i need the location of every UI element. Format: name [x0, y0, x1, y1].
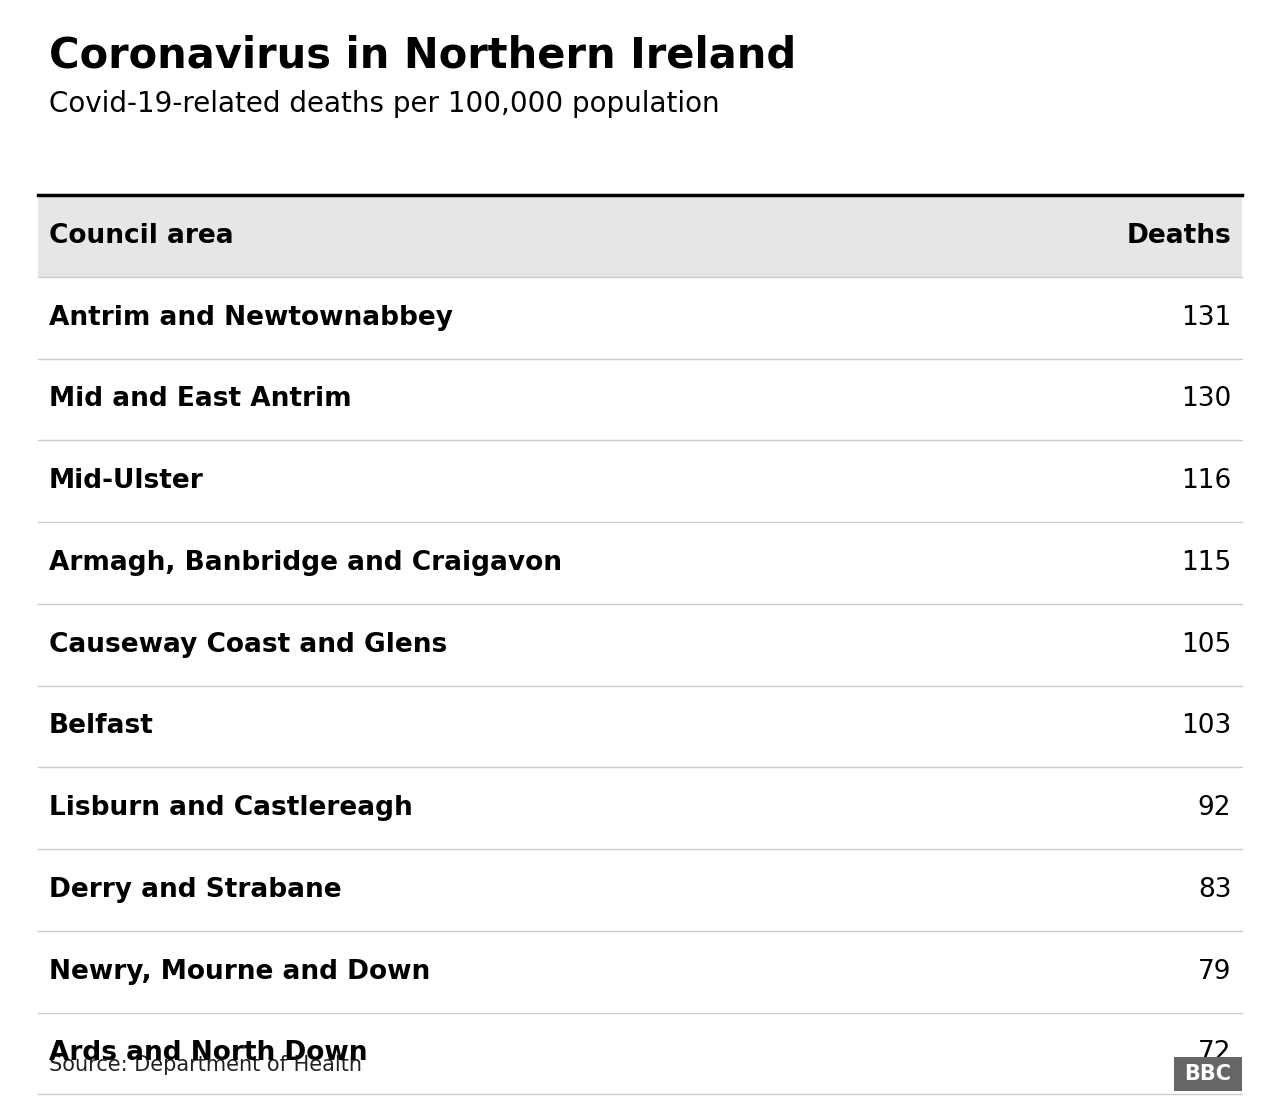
Text: Newry, Mourne and Down: Newry, Mourne and Down — [49, 959, 430, 984]
Bar — [1174, 1057, 1242, 1091]
Text: Antrim and Newtownabbey: Antrim and Newtownabbey — [49, 305, 453, 330]
Text: 105: 105 — [1181, 632, 1231, 657]
Text: Mid-Ulster: Mid-Ulster — [49, 468, 204, 494]
Text: 116: 116 — [1181, 468, 1231, 494]
Text: 83: 83 — [1198, 877, 1231, 903]
Text: 130: 130 — [1181, 386, 1231, 412]
Text: Covid-19-related deaths per 100,000 population: Covid-19-related deaths per 100,000 popu… — [49, 90, 719, 118]
Text: Deaths: Deaths — [1126, 223, 1231, 249]
Text: Causeway Coast and Glens: Causeway Coast and Glens — [49, 632, 447, 657]
Bar — [38, 195, 1242, 277]
Text: 92: 92 — [1198, 795, 1231, 821]
Text: Lisburn and Castlereagh: Lisburn and Castlereagh — [49, 795, 412, 821]
Text: Ards and North Down: Ards and North Down — [49, 1040, 367, 1066]
Text: Council area: Council area — [49, 223, 233, 249]
Text: 103: 103 — [1181, 713, 1231, 739]
Text: 131: 131 — [1181, 305, 1231, 330]
Text: 72: 72 — [1198, 1040, 1231, 1066]
Text: Mid and East Antrim: Mid and East Antrim — [49, 386, 351, 412]
Text: 79: 79 — [1198, 959, 1231, 984]
Text: BBC: BBC — [1184, 1064, 1231, 1084]
Text: 115: 115 — [1181, 550, 1231, 576]
Text: Source: Department of Health: Source: Department of Health — [49, 1055, 362, 1075]
Text: Derry and Strabane: Derry and Strabane — [49, 877, 342, 903]
Text: Armagh, Banbridge and Craigavon: Armagh, Banbridge and Craigavon — [49, 550, 562, 576]
Text: Belfast: Belfast — [49, 713, 154, 739]
Text: Coronavirus in Northern Ireland: Coronavirus in Northern Ireland — [49, 35, 796, 77]
